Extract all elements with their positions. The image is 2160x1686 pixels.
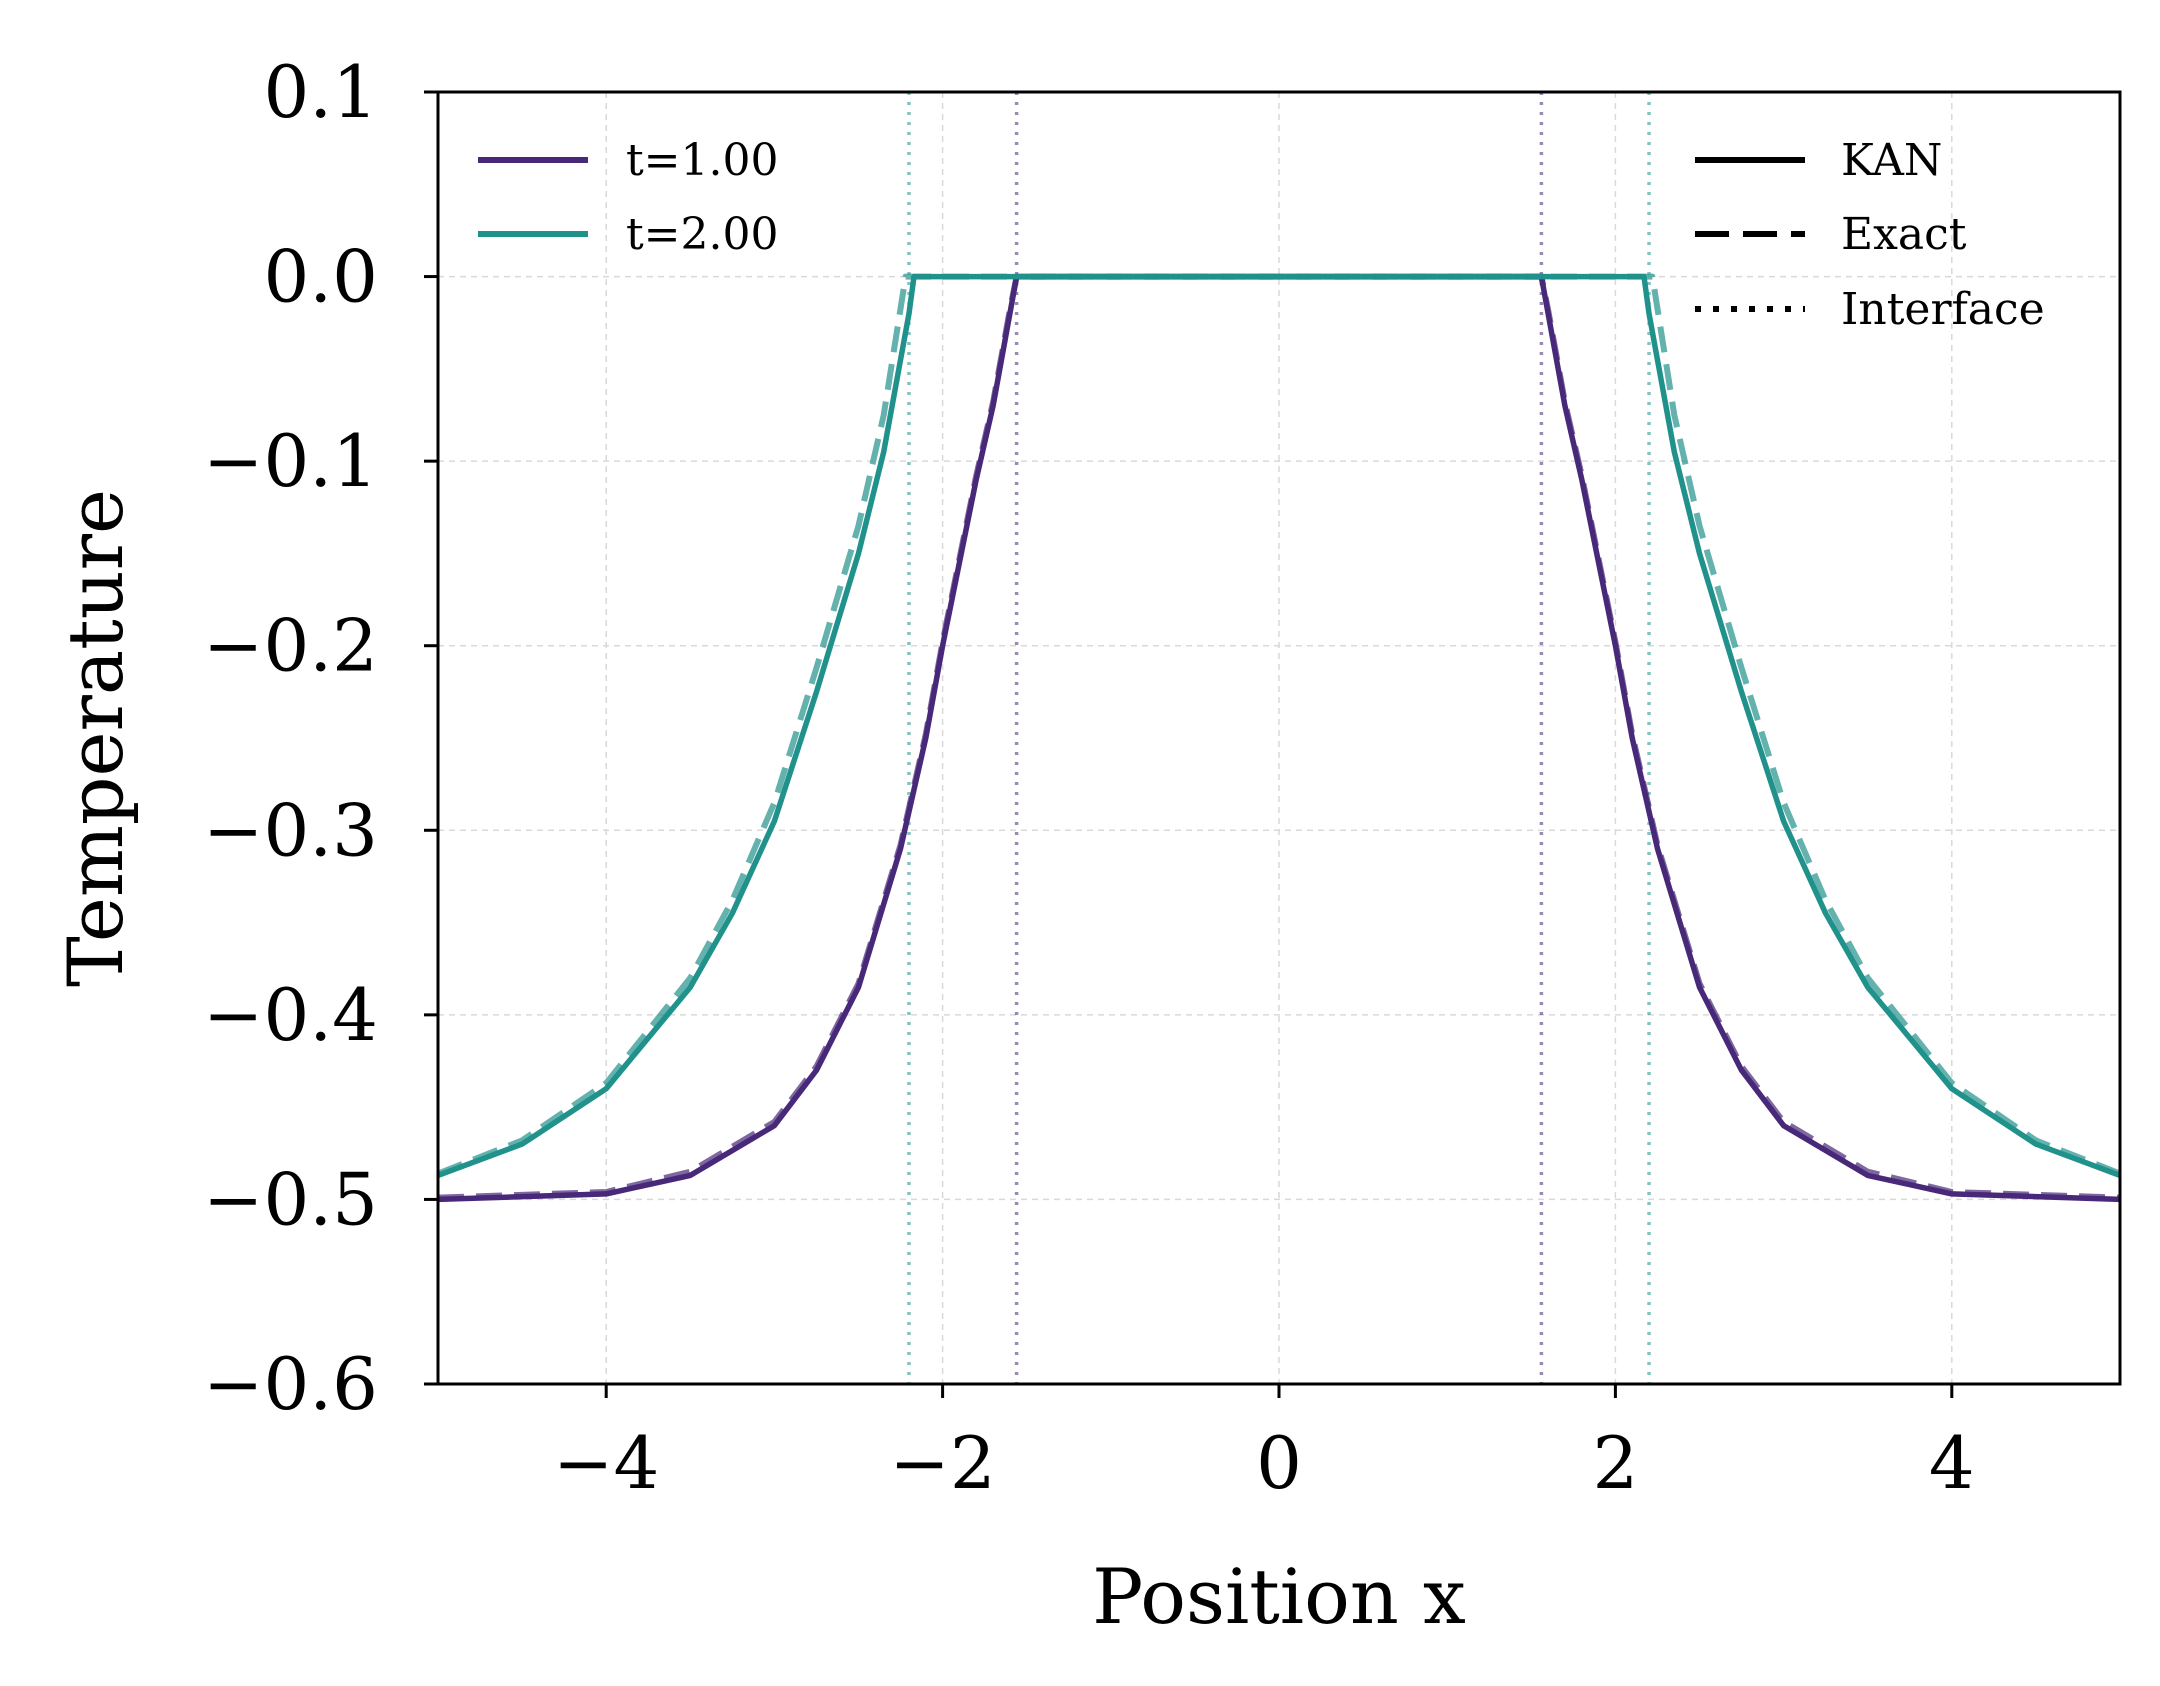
legend-label-exact: Exact [1841,209,1967,260]
legend-styles: KAN Exact Interface [1695,135,2045,335]
legend-label-t1: t=1.00 [626,135,779,186]
y-tick-label: −0.2 [203,604,378,688]
legend-label-interface: Interface [1841,284,2045,335]
x-tick-label: 0 [1256,1421,1302,1505]
legend-label-t2: t=2.00 [626,209,779,260]
legend-label-kan: KAN [1841,135,1942,186]
y-tick-label: −0.5 [203,1157,378,1241]
y-tick-label: 0.0 [263,235,378,319]
axis-ticks: −4 −2 0 2 4 0.1 0.0 −0.1 −0.2 −0.3 −0.4 −0.5 −0.6 [203,50,1975,1505]
x-tick-label: 2 [1592,1421,1638,1505]
legend-series: t=1.00 t=2.00 [478,135,779,260]
y-tick-label: −0.6 [203,1342,378,1426]
y-axis-title: Temperature [51,489,140,987]
y-tick-label: −0.3 [203,788,378,872]
x-tick-label: 4 [1929,1421,1975,1505]
x-tick-label: −4 [553,1421,659,1505]
y-tick-label: −0.4 [203,973,378,1057]
kan-line-series-2 [438,273,2120,1179]
x-axis-title: Position x [1092,1552,1466,1641]
y-tick-label: −0.1 [203,419,378,503]
x-tick-label: −2 [890,1421,996,1505]
series-lines [438,273,2120,1203]
y-tick-label: 0.1 [263,50,378,134]
